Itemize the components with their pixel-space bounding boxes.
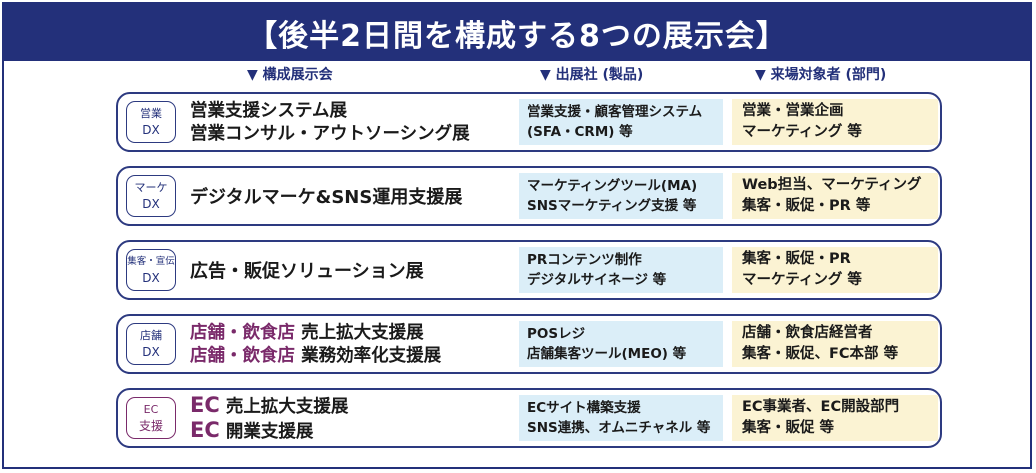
category-tag: 集客・宣伝 DX [126,249,176,291]
visitor-line-1: 集客・販促・PR [742,251,851,267]
tag-line-1: マーケ [134,181,168,194]
exhibition-row-ec-support: EC 支援 EC 売上拡大支援展 EC 開業支援展 ECサイト構築支援 SNS連… [116,388,942,448]
exhibitor-line-2: SNS連携、オムニチャネル 等 [527,420,711,436]
exhibitor-box: POSレジ 店舗集客ツール(MEO) 等 [519,321,723,367]
exhibitor-box: 営業支援・顧客管理システム (SFA・CRM) 等 [519,99,723,145]
exhibition-title: EC 売上拡大支援展 EC 開業支援展 [190,393,510,443]
visitor-line-1: 店舗・飲食店経営者 [742,325,873,341]
exhibition-title: デジタルマーケ&SNS運用支援展 [190,174,510,220]
exhibitor-line-2: SNSマーケティング支援 等 [527,198,697,214]
visitor-line-2: マーケティング 等 [742,124,862,140]
title-line-2: 開業支援展 [219,422,314,442]
page-title: 【後半2日間を構成する8つの展示会】 [4,4,1030,61]
exhibition-row-store-dx: 店舗 DX 店舗・飲食店 売上拡大支援展 店舗・飲食店 業務効率化支援展 POS… [116,314,942,374]
tag-line-2: DX [142,271,160,285]
tag-line-1: 店舗 [140,329,162,342]
exhibition-title: 店舗・飲食店 売上拡大支援展 店舗・飲食店 業務効率化支援展 [190,322,510,368]
exhibition-row-marketing-dx: マーケ DX デジタルマーケ&SNS運用支援展 マーケティングツール(MA) S… [116,166,942,226]
exhibitor-line-2: デジタルサイネージ 等 [527,272,667,288]
visitor-line-2: 集客・販促・PR 等 [742,198,871,214]
category-tag: 営業 DX [126,101,176,143]
category-tag: マーケ DX [126,175,176,217]
tag-line-2: 支援 [138,419,163,433]
exhibitor-line-1: PRコンテンツ制作 [527,252,642,268]
visitor-box: 営業・営業企画 マーケティング 等 [732,99,938,145]
tag-line-1: 営業 [140,107,162,120]
visitor-line-2: マーケティング 等 [742,272,862,288]
title-line-2: 営業コンサル・アウトソーシング展 [190,124,470,144]
visitor-box: 集客・販促・PR マーケティング 等 [732,247,938,293]
exhibition-title: 広告・販促ソリューション展 [190,248,510,294]
category-tag: 店舗 DX [126,323,176,365]
exhibition-row-sales-dx: 営業 DX 営業支援システム展 営業コンサル・アウトソーシング展 営業支援・顧客… [116,92,942,152]
header-exhibitions: ▼ 構成展示会 [247,67,333,83]
exhibitor-line-2: 店舗集客ツール(MEO) 等 [527,346,687,362]
exhibitor-box: マーケティングツール(MA) SNSマーケティング支援 等 [519,173,723,219]
visitor-line-1: Web担当、マーケティング [742,177,922,193]
tag-line-2: DX [142,197,160,211]
title-line-1: 営業支援システム展 [190,101,347,121]
visitor-line-2: 集客・販促 等 [742,420,835,436]
visitor-box: 店舗・飲食店経営者 集客・販促、FC本部 等 [732,321,938,367]
title-line-2: 業務効率化支援展 [295,346,442,366]
title-highlight: EC [190,393,220,417]
tag-line-2: DX [142,345,160,359]
header-visitors: ▼ 来場対象者 (部門) [755,67,887,83]
title-highlight: 店舗・飲食店 [190,323,295,343]
title-line-1: 売上拡大支援展 [219,397,349,417]
exhibitor-line-1: ECサイト構築支援 [527,400,641,416]
title-line-1: 売上拡大支援展 [295,323,424,343]
title-line-1: 広告・販促ソリューション展 [190,260,424,282]
tag-line-1: 集客・宣伝 [127,256,175,267]
header-exhibitors: ▼ 出展社 (製品) [540,67,644,83]
exhibitor-line-2: (SFA・CRM) 等 [527,124,633,140]
title-line-1: デジタルマーケ&SNS運用支援展 [190,186,463,208]
exhibitor-line-1: 営業支援・顧客管理システム [527,104,703,120]
exhibitor-line-1: POSレジ [527,326,586,342]
title-highlight: EC [190,418,220,442]
visitor-line-1: 営業・営業企画 [742,103,844,119]
visitor-line-1: EC事業者、EC開設部門 [742,399,900,415]
exhibitor-box: ECサイト構築支援 SNS連携、オムニチャネル 等 [519,395,723,441]
category-tag: EC 支援 [126,397,176,439]
exhibition-title: 営業支援システム展 営業コンサル・アウトソーシング展 [190,100,510,146]
exhibitor-line-1: マーケティングツール(MA) [527,178,698,194]
visitor-box: EC事業者、EC開設部門 集客・販促 等 [732,395,938,441]
tag-line-1: EC [143,403,159,416]
exhibitor-box: PRコンテンツ制作 デジタルサイネージ 等 [519,247,723,293]
title-highlight: 店舗・飲食店 [190,346,295,366]
visitor-box: Web担当、マーケティング 集客・販促・PR 等 [732,173,938,219]
visitor-line-2: 集客・販促、FC本部 等 [742,346,899,362]
exhibition-row-promotion-dx: 集客・宣伝 DX 広告・販促ソリューション展 PRコンテンツ制作 デジタルサイネ… [116,240,942,300]
tag-line-2: DX [142,123,160,137]
